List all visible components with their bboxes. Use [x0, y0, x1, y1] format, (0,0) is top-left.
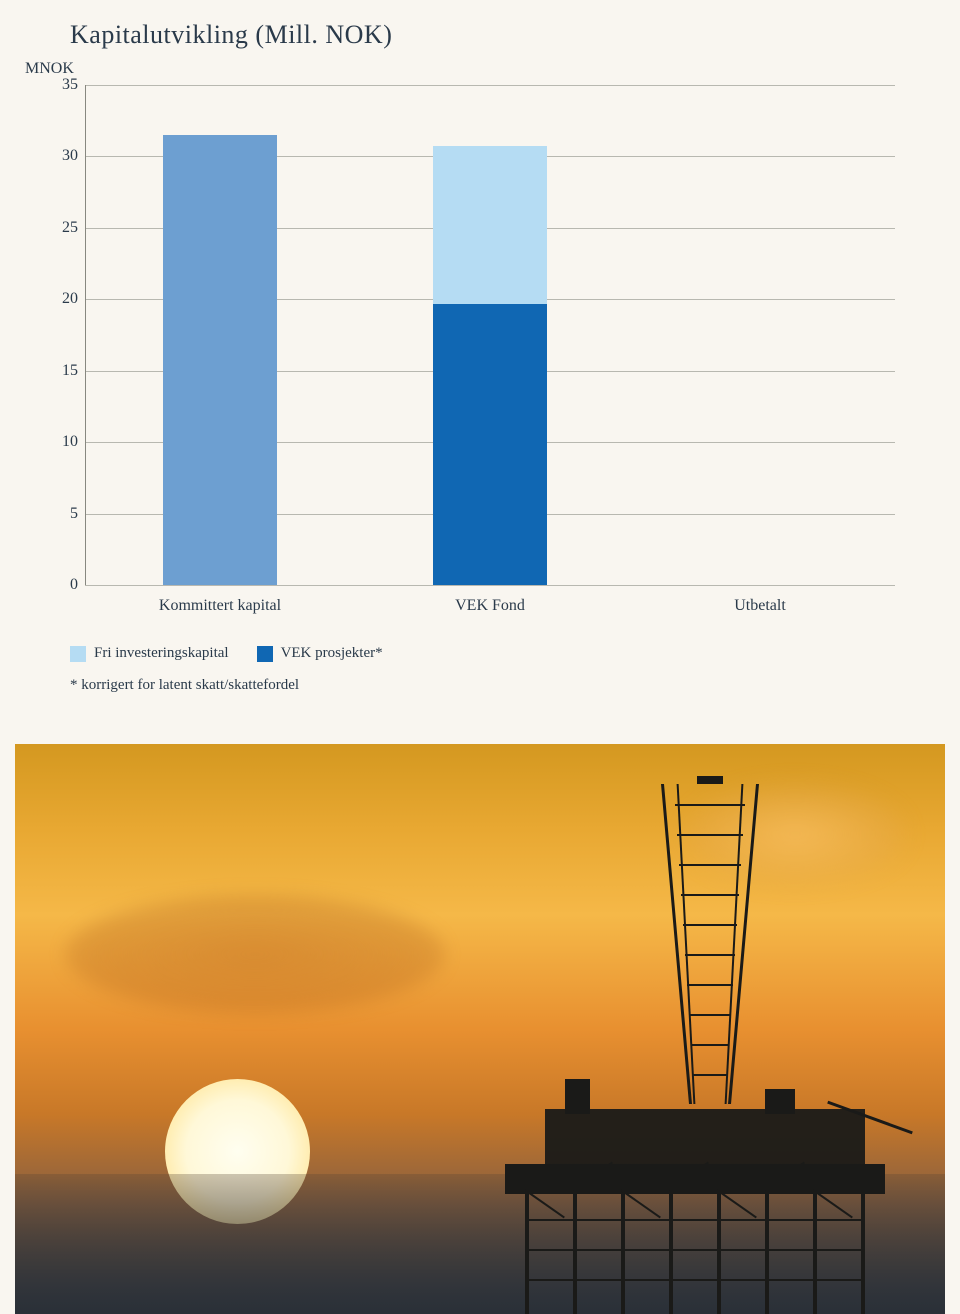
- footnote: * korrigert for latent skatt/skatteforde…: [70, 677, 960, 694]
- bar-segment: [163, 135, 276, 585]
- legend: Fri investeringskapital VEK prosjekter*: [70, 645, 960, 662]
- bar-group: [433, 85, 546, 585]
- rig-derrick: [675, 784, 745, 1104]
- plot-area: 05101520253035Kommittert kapitalVEK Fond…: [85, 85, 895, 585]
- y-tick-label: 25: [50, 219, 78, 237]
- y-axis-line: [85, 85, 86, 585]
- rig-substructure: [525, 1189, 865, 1314]
- x-tick-label: Utbetalt: [734, 597, 786, 615]
- bar-group: [703, 85, 816, 585]
- x-tick-label: Kommittert kapital: [159, 597, 281, 615]
- legend-swatch: [257, 646, 273, 662]
- oil-rig-silhouette: [505, 784, 885, 1314]
- y-tick-label: 35: [50, 76, 78, 94]
- y-tick-label: 15: [50, 362, 78, 380]
- cloud: [65, 894, 445, 1014]
- y-tick-label: 5: [50, 505, 78, 523]
- legend-item: VEK prosjekter*: [257, 645, 383, 662]
- bar-segment: [433, 304, 546, 585]
- legend-item: Fri investeringskapital: [70, 645, 229, 662]
- y-tick-label: 20: [50, 290, 78, 308]
- y-tick-label: 0: [50, 576, 78, 594]
- y-tick-label: 30: [50, 147, 78, 165]
- chart-container: MNOK 05101520253035Kommittert kapitalVEK…: [20, 65, 920, 625]
- gridline: [85, 585, 895, 586]
- rig-modules: [545, 1109, 865, 1169]
- y-tick-label: 10: [50, 433, 78, 451]
- bar-segment: [433, 146, 546, 303]
- legend-label: VEK prosjekter*: [281, 645, 383, 662]
- legend-label: Fri investeringskapital: [94, 645, 229, 662]
- x-tick-label: VEK Fond: [455, 597, 525, 615]
- legend-swatch: [70, 646, 86, 662]
- bar-group: [163, 85, 276, 585]
- sunset-rig-photo: [15, 744, 945, 1314]
- chart-title: Kapitalutvikling (Mill. NOK): [70, 20, 960, 50]
